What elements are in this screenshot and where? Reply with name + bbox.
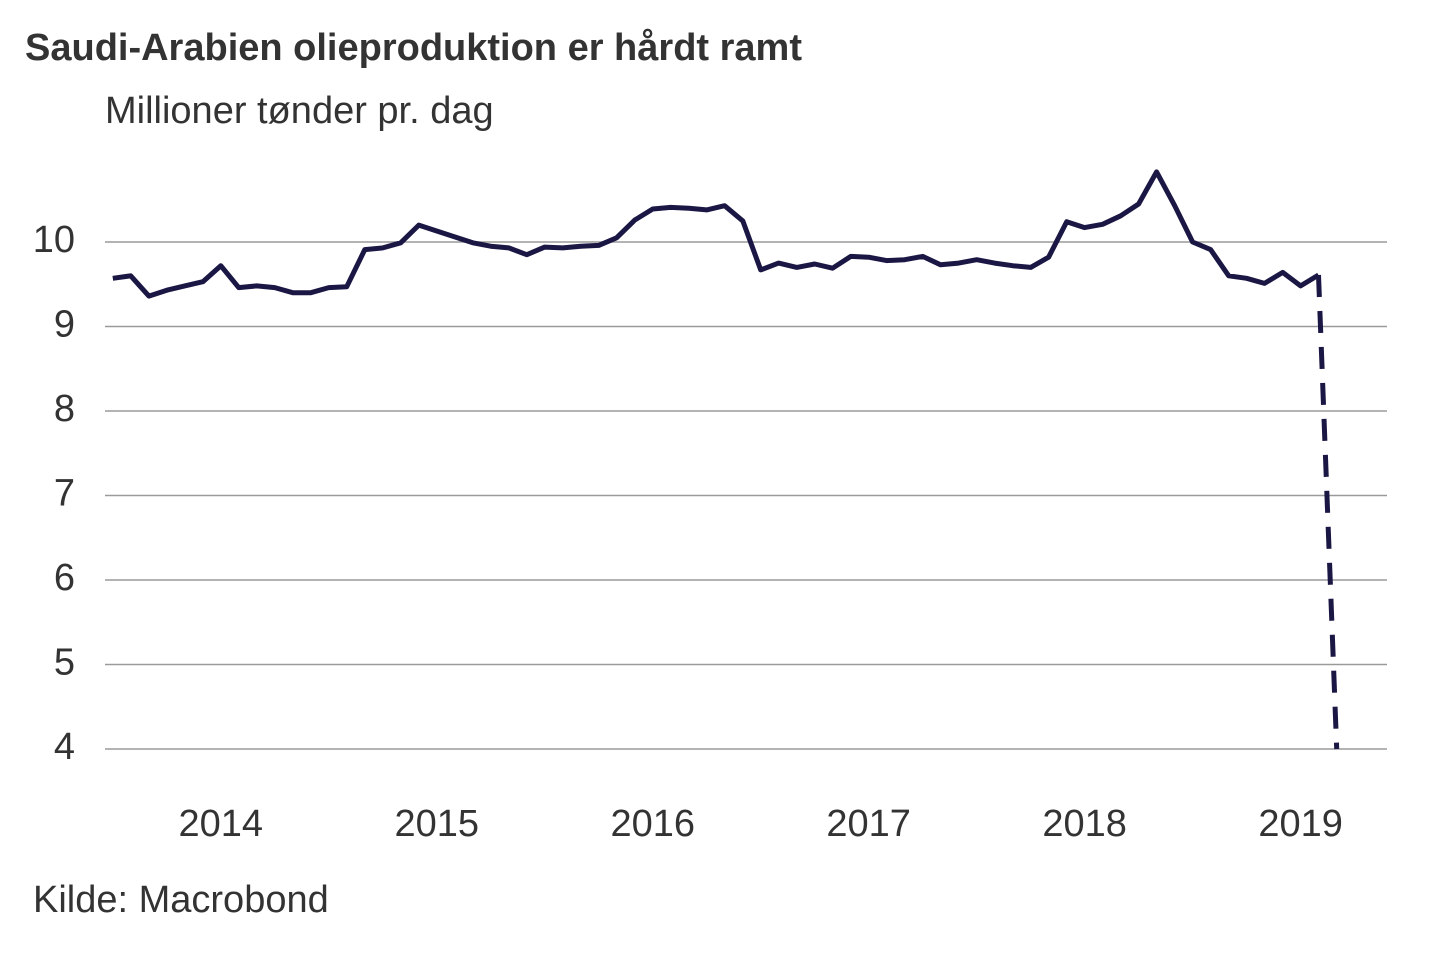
x-tick-label: 2014 — [179, 803, 264, 845]
chart-title: Saudi-Arabien olieproduktion er hårdt ra… — [25, 27, 802, 69]
x-tick-label: 2015 — [394, 803, 479, 845]
x-tick-label: 2019 — [1258, 803, 1343, 845]
y-tick-label: 10 — [33, 219, 75, 261]
y-tick-label: 6 — [54, 557, 75, 599]
y-tick-label: 5 — [54, 642, 75, 684]
source: Kilde: Macrobond — [33, 879, 329, 921]
y-tick-label: 4 — [54, 726, 75, 768]
x-tick-label: 2016 — [610, 803, 695, 845]
chart-subtitle: Millioner tønder pr. dag — [105, 90, 494, 132]
data-line — [112, 169, 1320, 299]
x-tick-label: 2017 — [826, 803, 911, 845]
y-tick-label: 8 — [54, 388, 75, 430]
y-tick-label: 7 — [54, 473, 75, 515]
x-tick-label: 2018 — [1042, 803, 1127, 845]
y-tick-label: 9 — [54, 304, 75, 346]
dashed-line — [1316, 274, 1340, 750]
